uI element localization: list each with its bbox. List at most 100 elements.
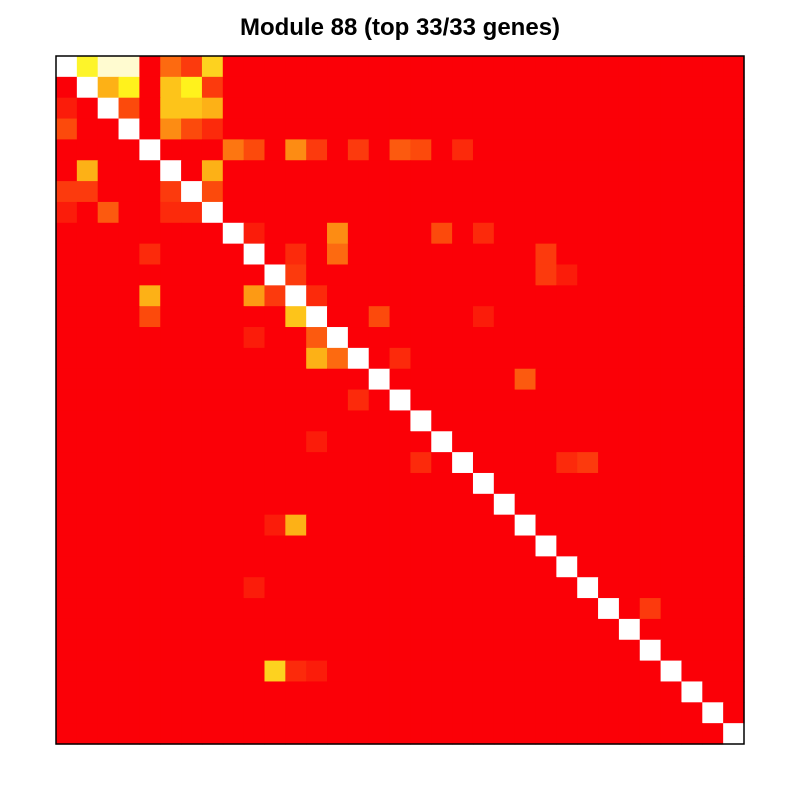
heatmap-cell-r31-c23 xyxy=(535,702,557,724)
heatmap-cell-r24-c6 xyxy=(181,556,203,578)
heatmap-cell-r8-c24 xyxy=(556,222,578,245)
heatmap-cell-r17-c9 xyxy=(243,410,266,432)
heatmap-cell-r26-c7 xyxy=(201,598,224,620)
heatmap-cell-r3-c25 xyxy=(577,118,599,140)
heatmap-cell-r10-c10 xyxy=(264,264,286,286)
heatmap-cell-r13-c7 xyxy=(201,327,224,349)
heatmap-cell-r6-c22 xyxy=(514,181,537,203)
heatmap-cell-r27-c14 xyxy=(347,618,370,641)
heatmap-cell-r10-c12 xyxy=(306,264,328,286)
heatmap-cell-r10-c22 xyxy=(514,264,537,286)
heatmap-cell-r15-c0 xyxy=(56,368,78,391)
heatmap-cell-r14-c12 xyxy=(306,347,328,370)
heatmap-cell-r3-c23 xyxy=(535,118,557,140)
heatmap-cell-r30-c17 xyxy=(410,681,432,703)
heatmap-cell-r26-c28 xyxy=(639,598,662,620)
heatmap-cell-r13-c9 xyxy=(243,327,266,349)
heatmap-cell-r2-c12 xyxy=(306,97,328,120)
heatmap-cell-r27-c24 xyxy=(556,618,578,641)
heatmap-cell-r28-c25 xyxy=(577,639,599,662)
heatmap-cell-r23-c18 xyxy=(431,535,453,557)
heatmap-cell-r27-c18 xyxy=(431,618,453,641)
heatmap-cell-r2-c1 xyxy=(76,97,99,120)
heatmap-cell-r17-c4 xyxy=(139,410,161,432)
heatmap-cell-r12-c12 xyxy=(306,306,328,328)
heatmap-cell-r16-c27 xyxy=(618,389,641,412)
heatmap-cell-r15-c11 xyxy=(285,368,307,391)
heatmap-cell-r6-c11 xyxy=(285,181,307,203)
heatmap-cell-r29-c0 xyxy=(56,660,78,683)
heatmap-cell-r30-c24 xyxy=(556,681,578,703)
heatmap-cell-r27-c0 xyxy=(56,618,78,641)
heatmap-cell-r12-c1 xyxy=(76,306,99,328)
heatmap-cell-r21-c8 xyxy=(222,493,245,516)
heatmap-cell-r11-c17 xyxy=(410,285,432,307)
heatmap-cell-r12-c5 xyxy=(160,306,182,328)
heatmap-cell-r24-c14 xyxy=(347,556,370,578)
heatmap-cell-r6-c1 xyxy=(76,181,99,203)
heatmap-cell-r21-c31 xyxy=(702,493,724,516)
heatmap-cell-r8-c32 xyxy=(723,222,745,245)
heatmap-cell-r22-c19 xyxy=(452,514,474,537)
heatmap-cell-r20-c26 xyxy=(598,472,620,495)
heatmap-cell-r24-c16 xyxy=(389,556,412,578)
heatmap-cell-r22-c29 xyxy=(660,514,683,537)
heatmap-cell-r25-c30 xyxy=(681,577,703,599)
heatmap-cell-r9-c7 xyxy=(201,243,224,266)
heatmap-cell-r32-c25 xyxy=(577,723,599,745)
heatmap-cell-r13-c15 xyxy=(368,327,391,349)
heatmap-cell-r11-c11 xyxy=(285,285,307,307)
heatmap-cell-r17-c14 xyxy=(347,410,370,432)
heatmap-cell-r31-c12 xyxy=(306,702,328,724)
heatmap-cell-r26-c32 xyxy=(723,598,745,620)
heatmap-cell-r18-c16 xyxy=(389,431,412,453)
heatmap-cell-r20-c20 xyxy=(472,472,495,495)
heatmap-cell-r25-c9 xyxy=(243,577,266,599)
heatmap-cell-r16-c18 xyxy=(431,389,453,412)
heatmap-cell-r18-c2 xyxy=(97,431,120,453)
heatmap-cell-r9-c8 xyxy=(222,243,245,266)
heatmap-cell-r0-c11 xyxy=(285,56,307,78)
heatmap-cell-r0-c0 xyxy=(56,56,78,78)
heatmap-cell-r1-c9 xyxy=(243,76,266,99)
heatmap-cell-r21-c21 xyxy=(493,493,516,516)
heatmap-cell-r7-c30 xyxy=(681,201,703,224)
heatmap-cell-r1-c16 xyxy=(389,76,412,99)
heatmap-cell-r22-c3 xyxy=(118,514,140,537)
heatmap-cell-r32-c4 xyxy=(139,723,161,745)
heatmap-cell-r25-c2 xyxy=(97,577,120,599)
heatmap-cell-r22-c0 xyxy=(56,514,78,537)
heatmap-cell-r14-c19 xyxy=(452,347,474,370)
heatmap-cell-r0-c22 xyxy=(514,56,537,78)
heatmap-cell-r29-c19 xyxy=(452,660,474,683)
heatmap-cell-r32-c0 xyxy=(56,723,78,745)
heatmap-cell-r3-c5 xyxy=(160,118,182,140)
heatmap-cell-r7-c28 xyxy=(639,201,662,224)
heatmap-cell-r29-c5 xyxy=(160,660,182,683)
heatmap-cell-r15-c10 xyxy=(264,368,286,391)
heatmap-cell-r22-c16 xyxy=(389,514,412,537)
heatmap-cell-r28-c16 xyxy=(389,639,412,662)
heatmap-cell-r23-c13 xyxy=(327,535,349,557)
heatmap-cell-r6-c23 xyxy=(535,181,557,203)
heatmap-cell-r18-c7 xyxy=(201,431,224,453)
heatmap-cell-r31-c9 xyxy=(243,702,266,724)
heatmap-cell-r3-c0 xyxy=(56,118,78,140)
heatmap-cell-r31-c2 xyxy=(97,702,120,724)
heatmap-cell-r15-c24 xyxy=(556,368,578,391)
heatmap-cell-r20-c16 xyxy=(389,472,412,495)
heatmap-cell-r24-c3 xyxy=(118,556,140,578)
heatmap-cell-r24-c13 xyxy=(327,556,349,578)
heatmap-cell-r3-c7 xyxy=(201,118,224,140)
heatmap-cell-r8-c14 xyxy=(347,222,370,245)
heatmap-cell-r31-c21 xyxy=(493,702,516,724)
heatmap-cell-r3-c21 xyxy=(493,118,516,140)
heatmap-cell-r10-c18 xyxy=(431,264,453,286)
heatmap-cell-r13-c8 xyxy=(222,327,245,349)
heatmap-cell-r16-c14 xyxy=(347,389,370,412)
heatmap-cell-r32-c24 xyxy=(556,723,578,745)
heatmap-cell-r8-c12 xyxy=(306,222,328,245)
heatmap-cell-r5-c2 xyxy=(97,160,120,182)
heatmap-cell-r29-c30 xyxy=(681,660,703,683)
heatmap-cell-r23-c29 xyxy=(660,535,683,557)
